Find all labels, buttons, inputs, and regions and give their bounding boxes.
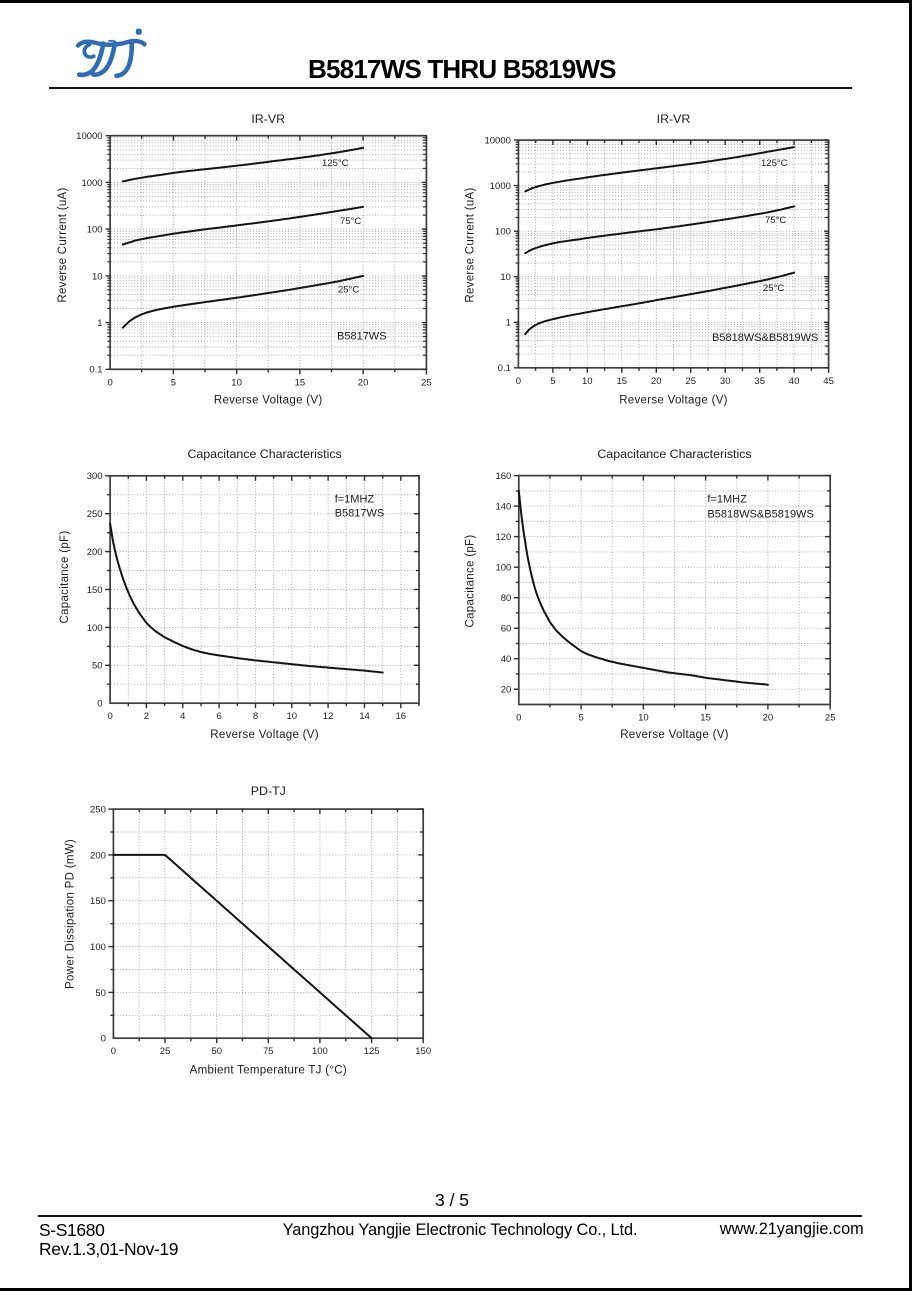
svg-text:10000: 10000: [76, 131, 102, 142]
svg-text:25°C: 25°C: [763, 283, 784, 294]
svg-text:150: 150: [87, 585, 103, 596]
svg-text:125: 125: [364, 1046, 380, 1057]
svg-text:1: 1: [97, 318, 102, 329]
svg-text:20: 20: [651, 376, 662, 387]
svg-text:100: 100: [87, 623, 103, 634]
svg-text:8: 8: [253, 711, 258, 722]
svg-text:250: 250: [87, 509, 103, 520]
svg-text:50: 50: [92, 661, 103, 672]
svg-text:20: 20: [358, 377, 369, 388]
svg-text:10: 10: [500, 272, 511, 283]
svg-text:14: 14: [359, 711, 370, 722]
svg-text:200: 200: [90, 850, 106, 861]
svg-text:200: 200: [87, 547, 103, 558]
svg-text:1: 1: [506, 318, 511, 329]
svg-text:12: 12: [323, 711, 334, 722]
svg-text:B5817WS: B5817WS: [335, 508, 385, 520]
svg-text:50: 50: [95, 988, 106, 999]
svg-text:120: 120: [495, 532, 511, 543]
svg-text:0: 0: [107, 711, 112, 722]
svg-text:0: 0: [111, 1046, 116, 1057]
svg-text:16: 16: [396, 711, 407, 722]
svg-text:Ambient Temperature TJ (°C): Ambient Temperature TJ (°C): [190, 1065, 347, 1077]
svg-text:100: 100: [312, 1046, 328, 1057]
svg-text:Reverse Voltage (V): Reverse Voltage (V): [214, 395, 323, 407]
svg-text:0: 0: [107, 377, 112, 388]
svg-text:75°C: 75°C: [340, 216, 361, 227]
svg-text:100: 100: [495, 227, 511, 238]
svg-text:Capacitance (pF): Capacitance (pF): [465, 534, 477, 627]
svg-text:1000: 1000: [81, 178, 102, 189]
svg-text:250: 250: [90, 805, 106, 816]
svg-text:PD-TJ: PD-TJ: [251, 784, 286, 798]
svg-text:10: 10: [92, 271, 103, 282]
svg-text:150: 150: [415, 1046, 431, 1057]
svg-text:f=1MHZ: f=1MHZ: [335, 494, 375, 506]
svg-text:Reverse Current (uA): Reverse Current (uA): [57, 187, 69, 302]
svg-text:15: 15: [700, 713, 711, 724]
svg-text:0.1: 0.1: [89, 365, 102, 376]
svg-text:80: 80: [501, 593, 512, 604]
svg-text:125°C: 125°C: [761, 158, 788, 169]
svg-text:Power Dissipation PD (mW): Power Dissipation PD (mW): [65, 839, 77, 989]
svg-text:75: 75: [263, 1046, 274, 1057]
svg-text:0: 0: [516, 376, 521, 387]
svg-text:2: 2: [144, 711, 149, 722]
svg-text:60: 60: [501, 624, 512, 635]
svg-text:15: 15: [295, 377, 306, 388]
svg-text:Reverse Current (uA): Reverse Current (uA): [465, 187, 477, 302]
svg-text:f=1MHZ: f=1MHZ: [707, 494, 747, 506]
svg-text:5: 5: [578, 713, 583, 724]
svg-text:Reverse Voltage (V): Reverse Voltage (V): [619, 395, 728, 407]
svg-text:10: 10: [638, 713, 649, 724]
svg-text:35: 35: [754, 376, 765, 387]
svg-text:140: 140: [495, 502, 511, 513]
svg-text:75°C: 75°C: [765, 215, 786, 226]
svg-text:160: 160: [495, 471, 511, 482]
svg-text:30: 30: [720, 376, 731, 387]
svg-text:10000: 10000: [484, 136, 510, 147]
svg-text:15: 15: [617, 376, 628, 387]
svg-text:25: 25: [421, 377, 432, 388]
svg-text:45: 45: [823, 376, 834, 387]
svg-text:IR-VR: IR-VR: [251, 112, 285, 126]
svg-text:10: 10: [287, 711, 298, 722]
svg-text:6: 6: [216, 711, 221, 722]
svg-text:20: 20: [501, 685, 512, 696]
svg-text:0: 0: [101, 1034, 106, 1045]
svg-text:4: 4: [180, 711, 185, 722]
svg-text:B5817WS: B5817WS: [337, 331, 387, 343]
svg-text:40: 40: [501, 654, 512, 665]
svg-text:Capacitance Characteristics: Capacitance Characteristics: [187, 447, 341, 461]
svg-text:100: 100: [90, 942, 106, 953]
svg-text:125°C: 125°C: [322, 158, 349, 169]
svg-text:10: 10: [582, 376, 593, 387]
svg-text:B5818WS&B5819WS: B5818WS&B5819WS: [712, 332, 818, 344]
svg-text:25: 25: [160, 1046, 171, 1057]
svg-text:20: 20: [763, 713, 774, 724]
svg-text:0: 0: [516, 713, 521, 724]
svg-text:25: 25: [685, 376, 696, 387]
svg-text:5: 5: [171, 377, 176, 388]
svg-text:5: 5: [550, 376, 555, 387]
svg-text:50: 50: [211, 1046, 222, 1057]
svg-text:IR-VR: IR-VR: [657, 112, 691, 126]
svg-text:Reverse Voltage (V): Reverse Voltage (V): [620, 729, 729, 741]
svg-text:0: 0: [97, 699, 102, 710]
svg-text:10: 10: [231, 377, 242, 388]
svg-text:100: 100: [87, 225, 103, 236]
svg-text:100: 100: [495, 563, 511, 574]
svg-text:Reverse Voltage (V): Reverse Voltage (V): [210, 729, 319, 741]
svg-text:Capacitance (pF): Capacitance (pF): [59, 530, 71, 623]
svg-text:B5818WS&B5819WS: B5818WS&B5819WS: [707, 509, 813, 521]
svg-text:1000: 1000: [490, 181, 511, 192]
svg-text:150: 150: [90, 896, 106, 907]
svg-text:0.1: 0.1: [498, 363, 511, 374]
svg-text:40: 40: [789, 376, 800, 387]
svg-text:300: 300: [87, 471, 103, 482]
svg-text:Capacitance Characteristics: Capacitance Characteristics: [597, 447, 751, 461]
svg-text:25: 25: [825, 713, 836, 724]
svg-text:25°C: 25°C: [338, 285, 359, 296]
